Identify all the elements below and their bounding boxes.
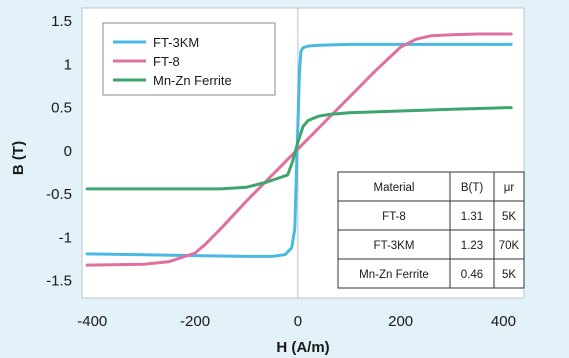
series-line-ft-3km: [85, 42, 513, 258]
legend-label-ft3km: FT-3KM: [153, 35, 199, 50]
y-axis-label: B (T): [10, 141, 27, 175]
table-cell: 70K: [499, 240, 520, 252]
table-header-ur: μr: [504, 182, 515, 194]
y-tick-label: 1.5: [51, 13, 72, 30]
legend-label-ft8: FT-8: [153, 54, 180, 69]
table-cell: 5K: [502, 211, 516, 223]
x-axis-label: H (A/m): [276, 339, 329, 356]
y-tick-label: -1: [59, 229, 72, 246]
table-header-b: B(T): [461, 182, 484, 194]
material-table: Material B(T) μr FT-8 1.31 5K FT-3KM 1.2…: [337, 171, 525, 289]
legend-box: [102, 22, 276, 96]
table-cell: 0.46: [461, 269, 483, 281]
x-tick-label: -400: [77, 313, 107, 330]
series-line-ft-8: [85, 32, 513, 267]
y-tick-label: -1.5: [46, 273, 72, 290]
table-cell: Mn-Zn Ferrite: [359, 269, 429, 281]
y-tick-label: -0.5: [46, 186, 72, 203]
legend-label-mnzn: Mn-Zn Ferrite: [153, 73, 232, 88]
legend: FT-3KM FT-8 Mn-Zn Ferrite: [102, 22, 276, 96]
y-tick-label: 0: [64, 143, 72, 160]
x-tick-label: 200: [388, 313, 413, 330]
series-layer: [85, 32, 513, 267]
y-tick-labels: 1.5 1 0.5 0 -0.5 -1 -1.5: [46, 13, 72, 290]
table-cell: 1.23: [461, 240, 483, 252]
x-tick-label: -200: [180, 313, 210, 330]
table-cell: FT-8: [382, 211, 406, 223]
series-line-mn-zn-ferrite: [85, 106, 513, 191]
x-tick-label: 0: [294, 313, 302, 330]
table-cell: 5K: [502, 269, 516, 281]
y-tick-label: 0.5: [51, 100, 72, 117]
table-header-material: Material: [374, 182, 415, 194]
table-cell: 1.31: [461, 211, 483, 223]
x-tick-labels: -400 -200 0 200 400: [77, 313, 516, 330]
table-cell: FT-3KM: [374, 240, 415, 252]
y-tick-label: 1: [64, 56, 72, 73]
x-tick-label: 400: [491, 313, 516, 330]
